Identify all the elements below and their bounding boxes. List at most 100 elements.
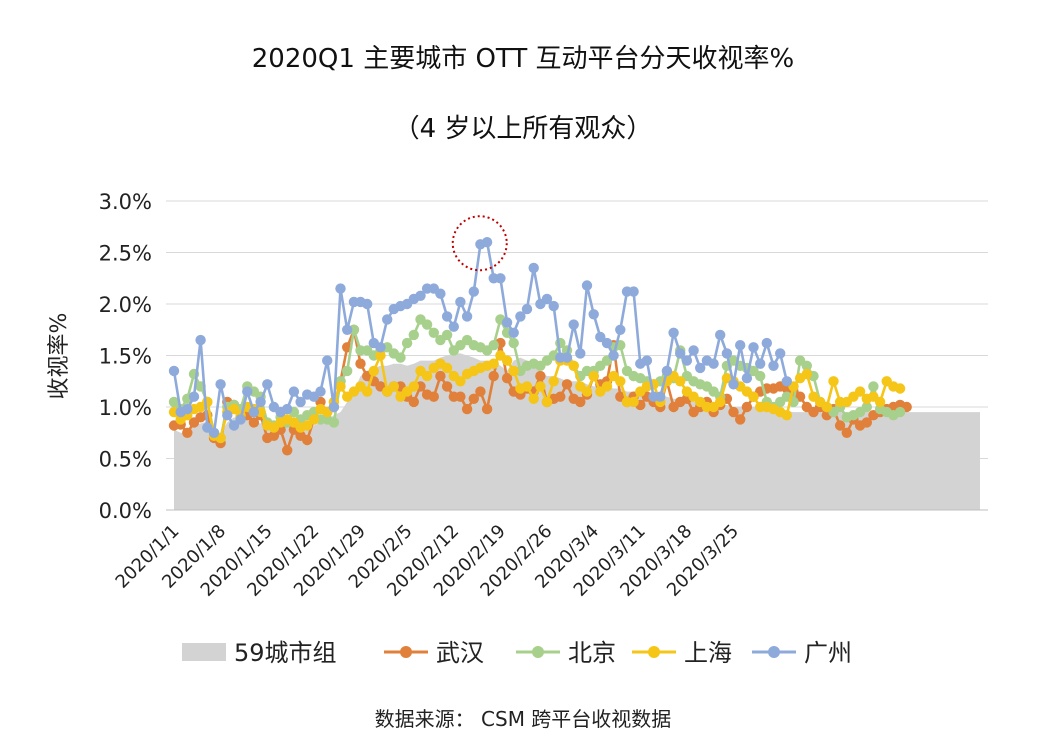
data-point: [641, 355, 653, 366]
data-point: [548, 300, 559, 312]
data-point: [575, 348, 586, 359]
data-point: [461, 311, 473, 322]
legend-swatch-marker: [768, 646, 780, 658]
chart-title: 2020Q1 主要城市 OTT 互动平台分天收视率%: [251, 44, 795, 74]
data-point: [455, 296, 466, 308]
data-point: [322, 355, 333, 366]
data-point: [168, 396, 180, 408]
data-point: [775, 348, 786, 359]
data-point: [501, 317, 513, 328]
data-point: [768, 360, 779, 371]
data-point: [588, 370, 599, 382]
data-point: [215, 379, 226, 390]
data-point: [708, 358, 719, 369]
data-point: [615, 324, 626, 335]
y-tick-label: 1.0%: [99, 396, 152, 420]
data-point: [455, 376, 466, 387]
data-point: [195, 334, 206, 346]
chart-subtitle: （4 岁以上所有观众）: [393, 114, 653, 144]
data-point: [415, 290, 426, 301]
data-point: [168, 365, 180, 377]
data-point: [755, 370, 766, 382]
data-point: [868, 381, 879, 392]
data-point: [475, 386, 486, 397]
data-point: [541, 396, 553, 408]
data-point: [342, 324, 353, 335]
data-point: [568, 319, 579, 330]
data-point: [308, 414, 320, 425]
data-point: [561, 352, 573, 363]
data-point: [428, 327, 439, 338]
data-point: [741, 373, 753, 384]
data-point: [894, 406, 906, 418]
data-point: [395, 352, 406, 363]
data-point: [182, 427, 193, 438]
data-point: [781, 410, 792, 421]
data-point: [302, 434, 313, 446]
data-point: [601, 381, 613, 392]
data-point: [481, 403, 493, 415]
data-point: [715, 396, 726, 408]
legend-swatch-area: [182, 643, 226, 661]
data-point: [675, 348, 686, 359]
data-point: [748, 391, 759, 402]
data-point: [854, 386, 866, 397]
data-point: [628, 396, 639, 408]
data-point: [501, 373, 513, 384]
data-point: [228, 420, 240, 431]
data-point: [328, 417, 340, 428]
data-point: [441, 329, 453, 341]
data-point: [874, 396, 886, 408]
data-point: [608, 350, 619, 361]
data-point: [801, 368, 812, 380]
data-point: [208, 427, 220, 438]
data-point: [568, 360, 579, 371]
legend-label: 广州: [804, 639, 852, 667]
data-point: [262, 379, 273, 390]
data-point: [441, 311, 453, 322]
data-point: [535, 370, 546, 382]
data-point: [248, 406, 260, 418]
data-point: [521, 381, 533, 392]
data-point: [375, 350, 386, 361]
data-point: [401, 337, 413, 349]
data-point: [681, 355, 693, 366]
data-point: [248, 417, 260, 428]
data-point: [495, 273, 506, 284]
data-point: [488, 370, 499, 382]
data-point: [388, 381, 399, 392]
data-point: [282, 403, 293, 415]
data-point: [561, 379, 573, 390]
data-point: [748, 342, 759, 353]
series-area-59-cities: [174, 353, 980, 510]
data-point: [408, 381, 419, 392]
data-point: [861, 401, 872, 413]
data-point: [528, 393, 539, 404]
data-point: [335, 381, 346, 392]
data-point: [588, 309, 599, 320]
data-point: [528, 262, 539, 274]
data-point: [202, 396, 213, 408]
data-point: [675, 376, 686, 387]
data-point: [302, 420, 313, 431]
data-point: [188, 391, 200, 402]
data-point: [448, 321, 459, 332]
data-point: [228, 403, 240, 415]
data-point: [894, 383, 906, 394]
data-point: [435, 370, 446, 382]
data-point: [335, 283, 346, 294]
peak-annotation-circle: [451, 215, 508, 272]
data-point: [441, 362, 453, 374]
data-point: [288, 386, 300, 397]
data-point: [834, 420, 846, 431]
data-point: [455, 391, 466, 402]
data-point: [355, 358, 366, 369]
data-point: [715, 329, 726, 341]
y-tick-label: 1.5%: [99, 345, 152, 369]
data-point: [575, 396, 586, 408]
data-point: [655, 391, 666, 402]
data-point: [342, 365, 353, 377]
data-point: [421, 370, 433, 382]
y-tick-label: 0.5%: [99, 448, 152, 472]
y-tick-label: 2.5%: [99, 242, 152, 266]
